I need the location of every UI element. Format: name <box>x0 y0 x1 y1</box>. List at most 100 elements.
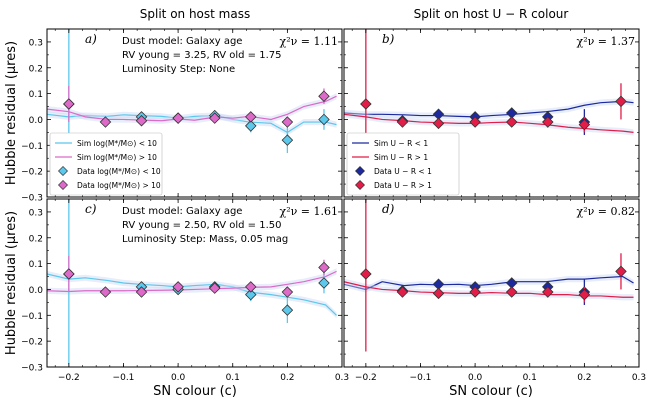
panel-plot-area <box>47 199 337 365</box>
col-title-colour: Split on host U − R colour <box>414 7 569 21</box>
y-tick-label: 0.1 <box>29 90 43 100</box>
legend-marker-swatch <box>58 180 68 190</box>
panel-label: c) <box>85 202 97 216</box>
legend-box <box>49 132 163 196</box>
data-point <box>245 288 257 301</box>
panel-frame <box>46 198 343 368</box>
x-tick-label: −0.1 <box>410 373 432 383</box>
x-tick-label: −0.2 <box>355 373 377 383</box>
panel-label: d) <box>382 202 395 216</box>
annotation-line: Luminosity Step: Mass, 0.05 mag <box>122 234 288 245</box>
annotation-line: Dust model: Galaxy age <box>122 36 242 47</box>
data-point <box>135 114 148 127</box>
data-point <box>318 90 330 102</box>
y-tick-label: 0.0 <box>29 116 44 126</box>
data-point <box>432 287 445 300</box>
data-point <box>432 117 445 130</box>
x-tick-label: 0.2 <box>280 373 294 383</box>
sim-line <box>47 273 337 316</box>
annotation-line: RV young = 2.50, RV old = 1.50 <box>122 220 282 231</box>
data-point <box>281 286 294 298</box>
y-tick-label: 0.2 <box>29 64 43 74</box>
legend-marker-swatch <box>355 180 365 190</box>
data-point <box>578 288 591 301</box>
sim-line <box>47 113 337 134</box>
y-tick-label: −0.3 <box>21 364 43 374</box>
data-point <box>505 116 518 128</box>
data-point <box>63 98 75 110</box>
ylabel-bottom: Hubble residual (μres) <box>4 211 19 355</box>
x-tick-label: −0.1 <box>113 373 135 383</box>
legend-box <box>346 132 460 196</box>
y-tick-label: −0.1 <box>21 312 43 322</box>
data-point <box>542 116 554 128</box>
data-point <box>172 112 184 124</box>
data-point <box>99 116 112 128</box>
legend-label: Data log(M*/M⊙) > 10 <box>77 181 161 190</box>
sim-line <box>47 95 337 122</box>
panel-plot-area <box>344 199 634 352</box>
x-tick-label: 0.1 <box>523 373 537 383</box>
annotation-line: Dust model: Galaxy age <box>122 206 242 217</box>
sim-band <box>47 93 337 124</box>
panel-3: 0.3 0.2 0.1 0.0 −0.1 −0.2 −0.3 −0.2 −0.1 0.0 0.1 0.… <box>21 198 349 383</box>
data-point <box>281 116 294 128</box>
data-point <box>615 265 627 278</box>
data-point <box>245 281 257 293</box>
data-point <box>318 113 330 126</box>
legend-label: Sim U − R > 1 <box>374 153 428 162</box>
panel-4: −0.2 −0.1 0.0 0.1 0.2 0.3 d) χ²ν = 0.82 <box>343 198 646 383</box>
data-point <box>396 286 409 298</box>
sim-band <box>344 111 634 136</box>
y-tick-label: 0.1 <box>29 260 43 270</box>
xlabel-right: SN colour (c) <box>449 384 533 399</box>
legend-label: Data U − R < 1 <box>374 167 432 176</box>
annotation-line: Luminosity Step: None <box>122 64 235 75</box>
legend-label: Data log(M*/M⊙) < 10 <box>77 167 161 176</box>
panel-label: a) <box>85 32 97 46</box>
sim-band <box>47 111 337 136</box>
panel-2: b) χ²ν = 1.37 Sim U − R < 1 Sim U − R > 1 Da… <box>343 28 640 198</box>
data-point <box>281 134 294 146</box>
annotation-line: RV young = 3.25, RV old = 1.75 <box>122 50 282 61</box>
x-tick-label: 0.2 <box>577 373 591 383</box>
xlabel-left: SN colour (c) <box>153 384 237 399</box>
y-tick-label: 0.2 <box>29 234 43 244</box>
data-point <box>99 286 112 298</box>
y-tick-label: 0.0 <box>29 286 44 296</box>
sim-line <box>47 270 337 293</box>
ylabel-top: Hubble residual (μres) <box>4 41 19 185</box>
panel-frame <box>343 28 640 198</box>
legend: Sim log(M*/M⊙) < 10 Sim log(M*/M⊙) > 10 Da… <box>49 132 163 196</box>
sim-line <box>344 281 634 298</box>
data-point <box>578 118 591 131</box>
data-point <box>542 286 554 298</box>
data-point <box>360 98 372 110</box>
x-tick-label: 0.0 <box>171 373 186 383</box>
x-tick-label: −0.2 <box>58 373 80 383</box>
sim-line <box>344 113 634 133</box>
legend-label: Sim log(M*/M⊙) > 10 <box>77 153 157 162</box>
panel-plot-area <box>47 29 337 195</box>
data-point <box>208 112 221 124</box>
data-point <box>318 261 330 274</box>
data-point <box>245 120 257 132</box>
data-point <box>172 281 184 293</box>
sim-line <box>344 100 634 118</box>
legend-marker-swatch <box>355 166 365 176</box>
sim-band <box>344 98 634 120</box>
data-point <box>615 95 627 108</box>
legend-label: Sim log(M*/M⊙) < 10 <box>77 139 157 148</box>
data-point <box>396 116 409 128</box>
data-point <box>360 268 372 280</box>
x-tick-label: 0.0 <box>468 373 483 383</box>
y-tick-label: 0.3 <box>29 208 43 218</box>
legend: Sim U − R < 1 Sim U − R > 1 Data U − R < 1… <box>346 132 460 196</box>
data-point <box>208 282 221 294</box>
data-point <box>245 111 257 123</box>
data-point <box>63 268 75 280</box>
col-title-mass: Split on host mass <box>140 7 250 21</box>
legend-label: Data U − R > 1 <box>374 181 432 190</box>
panel-plot-area <box>344 29 634 182</box>
y-tick-label: 0.3 <box>29 38 43 48</box>
